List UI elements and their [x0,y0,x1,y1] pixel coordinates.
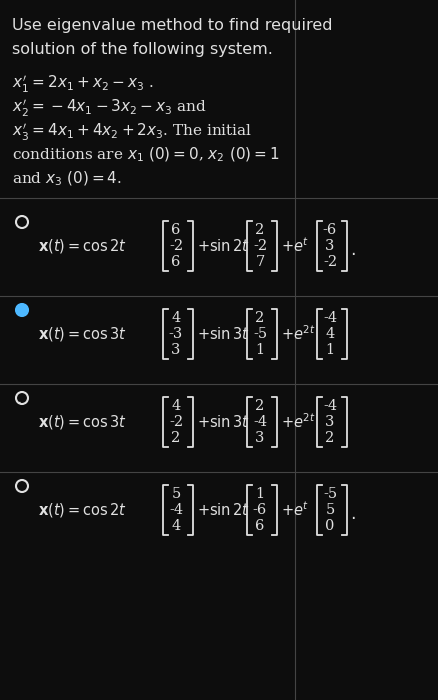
Text: -3: -3 [169,327,183,341]
Circle shape [16,304,28,316]
Text: $+ e^{2t}$: $+ e^{2t}$ [280,412,315,431]
Text: -5: -5 [322,487,336,501]
Text: 4: 4 [171,519,180,533]
Text: 4: 4 [171,311,180,325]
Text: 2: 2 [325,431,334,445]
Text: 2: 2 [255,311,264,325]
Text: -4: -4 [169,503,183,517]
Text: 2: 2 [255,399,264,413]
Text: -2: -2 [169,415,183,429]
Text: -2: -2 [169,239,183,253]
Text: $+ \sin 3t$: $+ \sin 3t$ [197,326,250,342]
Text: conditions are $x_1$ $(0) = 0$, $x_2$ $(0) = 1$: conditions are $x_1$ $(0) = 0$, $x_2$ $(… [12,146,279,164]
Text: -2: -2 [322,255,336,269]
Text: $\mathbf{x}(t) = \cos 3t$: $\mathbf{x}(t) = \cos 3t$ [38,325,127,343]
Text: 7: 7 [255,255,264,269]
Text: 5: 5 [325,503,334,517]
Text: -4: -4 [322,311,336,325]
Text: Use eigenvalue method to find required: Use eigenvalue method to find required [12,18,332,33]
Text: $+ e^{t}$: $+ e^{t}$ [280,237,309,256]
Text: $\mathbf{x}(t) = \cos 3t$: $\mathbf{x}(t) = \cos 3t$ [38,413,127,431]
Text: 6: 6 [255,519,264,533]
Text: 1: 1 [255,343,264,357]
Text: $+ \sin 3t$: $+ \sin 3t$ [197,414,250,430]
Text: .: . [349,241,355,259]
Text: -4: -4 [252,415,266,429]
Text: 2: 2 [255,223,264,237]
Text: 1: 1 [255,487,264,501]
Text: -2: -2 [252,239,266,253]
Text: 4: 4 [171,399,180,413]
Text: $x_3' = 4x_1 + 4x_2 + 2x_3$. The initial: $x_3' = 4x_1 + 4x_2 + 2x_3$. The initial [12,122,252,143]
Text: 6: 6 [171,255,180,269]
Text: $\mathbf{x}(t) = \cos 2t$: $\mathbf{x}(t) = \cos 2t$ [38,237,127,255]
Text: 3: 3 [171,343,180,357]
Text: $x_2' = -4x_1 - 3x_2 - x_3$ and: $x_2' = -4x_1 - 3x_2 - x_3$ and [12,98,206,119]
Text: $+ \sin 2t$: $+ \sin 2t$ [197,502,250,518]
Text: 5: 5 [171,487,180,501]
Text: $+ e^{t}$: $+ e^{t}$ [280,500,309,519]
Text: 3: 3 [325,415,334,429]
Text: 3: 3 [325,239,334,253]
Text: 3: 3 [255,431,264,445]
Text: 6: 6 [171,223,180,237]
Text: -6: -6 [322,223,336,237]
Text: and $x_3$ $(0) = 4$.: and $x_3$ $(0) = 4$. [12,170,122,188]
Text: .: . [16,390,21,408]
Text: $x_1' = 2x_1 + x_2 - x_3$ .: $x_1' = 2x_1 + x_2 - x_3$ . [12,74,153,95]
Text: -4: -4 [322,399,336,413]
Text: 0: 0 [325,519,334,533]
Text: 4: 4 [325,327,334,341]
Text: $+ \sin 2t$: $+ \sin 2t$ [197,238,250,254]
Text: solution of the following system.: solution of the following system. [12,42,272,57]
Text: -6: -6 [252,503,266,517]
Text: -5: -5 [252,327,266,341]
Text: .: . [349,505,355,523]
Text: $\mathbf{x}(t) = \cos 2t$: $\mathbf{x}(t) = \cos 2t$ [38,501,127,519]
Text: 2: 2 [171,431,180,445]
Text: 1: 1 [325,343,334,357]
Text: $+ e^{2t}$: $+ e^{2t}$ [280,325,315,344]
